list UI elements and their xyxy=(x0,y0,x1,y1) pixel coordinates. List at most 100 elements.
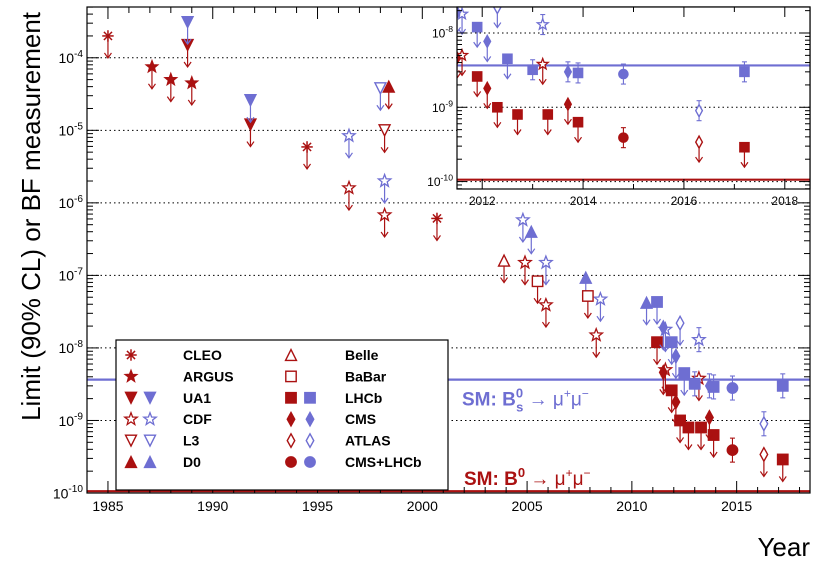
data-point xyxy=(658,364,668,396)
marker-triangle-up xyxy=(143,454,157,469)
marker-diamond xyxy=(694,134,704,150)
y-tick-label: 10-10 xyxy=(427,173,453,189)
marker-square xyxy=(665,336,678,349)
marker-square xyxy=(512,109,523,120)
legend-label: L3 xyxy=(183,433,200,449)
data-point xyxy=(572,116,584,144)
limit-arrow-head xyxy=(483,102,492,110)
data-point xyxy=(572,62,584,84)
marker-asterisk-stroke xyxy=(126,350,136,360)
marker-circle xyxy=(618,68,629,80)
legend-label: CMS xyxy=(345,411,376,427)
limit-arrow-head xyxy=(493,121,502,129)
inset-plot: 10-10 10-9 10-8 2012 2014 2016 2018 xyxy=(427,6,811,208)
limit-arrow-head xyxy=(344,152,353,159)
limit-arrow-head xyxy=(740,161,749,169)
marker-diamond xyxy=(286,410,296,428)
limit-arrow-head xyxy=(671,418,680,425)
limit-arrow-head xyxy=(432,235,441,242)
data-point xyxy=(538,296,554,329)
marker-triangle-up xyxy=(124,454,138,469)
marker-star xyxy=(341,127,357,143)
limit-arrow-head xyxy=(503,73,512,80)
marker-square xyxy=(542,109,554,120)
limit-arrow-head xyxy=(473,91,482,98)
marker-diamond xyxy=(483,80,492,96)
x-tick-label: 2016 xyxy=(671,194,698,208)
sm-bs-label: SM: B0 s → μ+μ− xyxy=(462,386,589,415)
limit-arrow-head xyxy=(303,163,312,170)
marker-star xyxy=(123,368,139,383)
legend-label: BaBar xyxy=(345,368,387,384)
marker-star xyxy=(538,296,554,312)
legend-label: CMS+LHCb xyxy=(345,454,422,470)
data-point xyxy=(377,124,392,154)
x-tick-label: 2010 xyxy=(616,498,647,514)
limit-arrow-head xyxy=(457,26,461,34)
limit-arrow-head xyxy=(583,312,592,320)
series-l3-b0 xyxy=(377,124,392,154)
marker-star xyxy=(376,206,393,222)
marker-square xyxy=(581,290,594,302)
data-point xyxy=(618,63,629,85)
marker-square xyxy=(678,367,691,379)
inset-plot-gridlines xyxy=(457,32,810,183)
data-point xyxy=(373,82,387,112)
y-tick-label: 10-7 xyxy=(58,266,83,283)
data-point xyxy=(776,373,789,399)
marker-circle xyxy=(304,456,316,468)
series-babar-b0 xyxy=(531,275,594,320)
marker-square xyxy=(695,421,707,434)
data-point xyxy=(588,326,605,359)
limit-arrow-head xyxy=(527,248,536,255)
legend-box xyxy=(115,339,449,491)
data-point xyxy=(542,109,554,136)
series-atlas-bs xyxy=(675,314,769,437)
limit-arrow-head xyxy=(667,407,676,414)
y-tick-label: 10-5 xyxy=(58,121,83,138)
marker-diamond xyxy=(704,377,714,395)
marker-square xyxy=(776,453,789,466)
limit-arrow-head xyxy=(457,72,461,80)
legend-label: D0 xyxy=(183,454,201,470)
legend-entry: LHCb xyxy=(285,390,382,406)
legend-label: Belle xyxy=(345,347,379,363)
series-belle-b0 xyxy=(497,253,511,284)
marker-triangle-down xyxy=(377,124,392,138)
series-lhcb-b0 xyxy=(471,71,750,169)
series-cms-lhcb-b0 xyxy=(618,127,629,149)
marker-diamond xyxy=(671,347,681,365)
series-lhcb-bs xyxy=(651,296,789,400)
marker-asterisk-stroke xyxy=(432,213,442,223)
marker-square xyxy=(285,370,297,383)
marker-triangle-up xyxy=(497,253,511,267)
x-axis-title: Year xyxy=(757,532,810,562)
limit-arrow-head xyxy=(676,437,685,444)
legend-entry: UA1 xyxy=(124,390,211,406)
y-tick-label: 10-10 xyxy=(53,484,84,501)
x-tick-label: 2005 xyxy=(512,498,543,514)
data-point xyxy=(695,421,707,451)
y-tick-label: 10-9 xyxy=(58,411,83,428)
marker-star xyxy=(123,410,139,427)
legend: CLEO ARGUS UA1 CDF L3 D0 Belle BaBar LHCb CMS ATLA… xyxy=(115,339,449,491)
marker-star xyxy=(341,179,357,195)
marker-triangle-down xyxy=(243,94,258,108)
data-point xyxy=(704,409,714,441)
limit-arrow-head xyxy=(705,434,714,441)
data-point xyxy=(535,13,550,36)
series-d0-b0 xyxy=(382,79,396,110)
marker-star xyxy=(592,290,609,306)
data-point xyxy=(512,109,523,136)
legend-label: LHCb xyxy=(345,390,382,406)
marker-triangle-up xyxy=(524,224,538,238)
series-ua1-bs xyxy=(180,15,258,124)
series-cms-lhcb-bs xyxy=(618,63,629,85)
data-point xyxy=(704,373,714,399)
x-tick-label: 2015 xyxy=(721,498,752,514)
marker-diamond xyxy=(671,393,681,411)
marker-star xyxy=(535,16,550,31)
series-lhcb-bs xyxy=(471,21,750,84)
sm-b0-label: SM: B0 → μ+μ− xyxy=(464,465,591,490)
marker-square xyxy=(285,391,297,404)
